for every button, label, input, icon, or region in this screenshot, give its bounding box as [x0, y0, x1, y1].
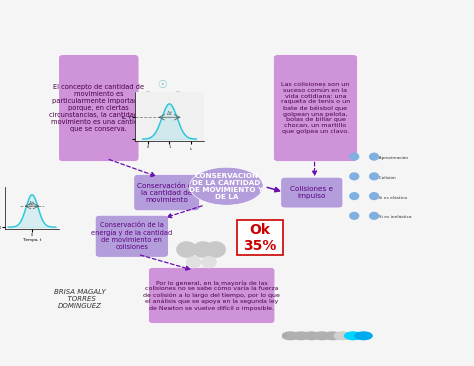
Circle shape	[370, 212, 378, 219]
Circle shape	[202, 257, 216, 268]
Text: b) Colisión: b) Colisión	[374, 176, 396, 180]
Circle shape	[334, 332, 351, 340]
Text: ☉: ☉	[181, 104, 187, 110]
FancyBboxPatch shape	[237, 220, 283, 255]
Circle shape	[177, 242, 196, 257]
FancyBboxPatch shape	[95, 215, 168, 257]
Circle shape	[370, 153, 378, 160]
Circle shape	[345, 332, 362, 340]
Circle shape	[292, 332, 310, 340]
Text: $\Delta t$: $\Delta t$	[166, 109, 173, 117]
Circle shape	[350, 193, 359, 199]
Text: ☉: ☉	[157, 80, 167, 90]
Text: $\Delta t$: $\Delta t$	[28, 199, 36, 207]
Text: El concepto de cantidad de
movimiento es
particularmente importante
porque, en c: El concepto de cantidad de movimiento es…	[49, 84, 148, 132]
Y-axis label: F: F	[122, 115, 127, 118]
Text: Conservación de
la cantidad de
movimiento: Conservación de la cantidad de movimient…	[137, 183, 197, 202]
Text: ☉: ☉	[144, 90, 151, 99]
Circle shape	[303, 332, 320, 340]
Circle shape	[206, 242, 225, 257]
Text: ☉: ☉	[173, 90, 181, 99]
Text: Ok
35%: Ok 35%	[243, 223, 276, 253]
Text: Por lo general, en la mayoría de las
colisiones no se sabe cómo varía la fuerza
: Por lo general, en la mayoría de las col…	[143, 280, 280, 311]
Text: c) Si es elástica: c) Si es elástica	[374, 195, 407, 199]
FancyBboxPatch shape	[273, 55, 357, 161]
FancyBboxPatch shape	[134, 175, 200, 211]
Text: ☉: ☉	[137, 104, 143, 110]
Circle shape	[187, 257, 201, 268]
Circle shape	[370, 193, 378, 199]
Circle shape	[370, 173, 378, 180]
Circle shape	[350, 212, 359, 219]
Circle shape	[282, 332, 299, 340]
Ellipse shape	[190, 167, 263, 205]
Text: Conservación de la
energía y de la cantidad
de movimiento en
colisiones: Conservación de la energía y de la canti…	[91, 223, 173, 250]
Text: d) Si es inelástica: d) Si es inelástica	[374, 215, 412, 219]
FancyBboxPatch shape	[58, 55, 139, 161]
Circle shape	[324, 332, 341, 340]
Text: Colisiones e
impulso: Colisiones e impulso	[290, 186, 333, 199]
Text: Las colisiones son un
suceso común en la
vida cotidiana: una
raqueta de tenis o : Las colisiones son un suceso común en la…	[281, 82, 350, 134]
X-axis label: Tiempo, t: Tiempo, t	[22, 238, 42, 242]
Circle shape	[313, 332, 330, 340]
FancyBboxPatch shape	[148, 268, 275, 324]
Text: CONSERVACIÓN
DE LA CANTIDAD
DE MOVIMIENTO Y
DE LA: CONSERVACIÓN DE LA CANTIDAD DE MOVIMIENT…	[189, 172, 264, 200]
Circle shape	[350, 153, 359, 160]
Text: a) Aproximación: a) Aproximación	[374, 156, 409, 160]
Circle shape	[350, 173, 359, 180]
Text: BRISA MAGALY
  TORRES
DOMINGUEZ: BRISA MAGALY TORRES DOMINGUEZ	[54, 289, 105, 309]
FancyBboxPatch shape	[281, 177, 343, 208]
Circle shape	[193, 242, 213, 257]
Circle shape	[355, 332, 372, 340]
